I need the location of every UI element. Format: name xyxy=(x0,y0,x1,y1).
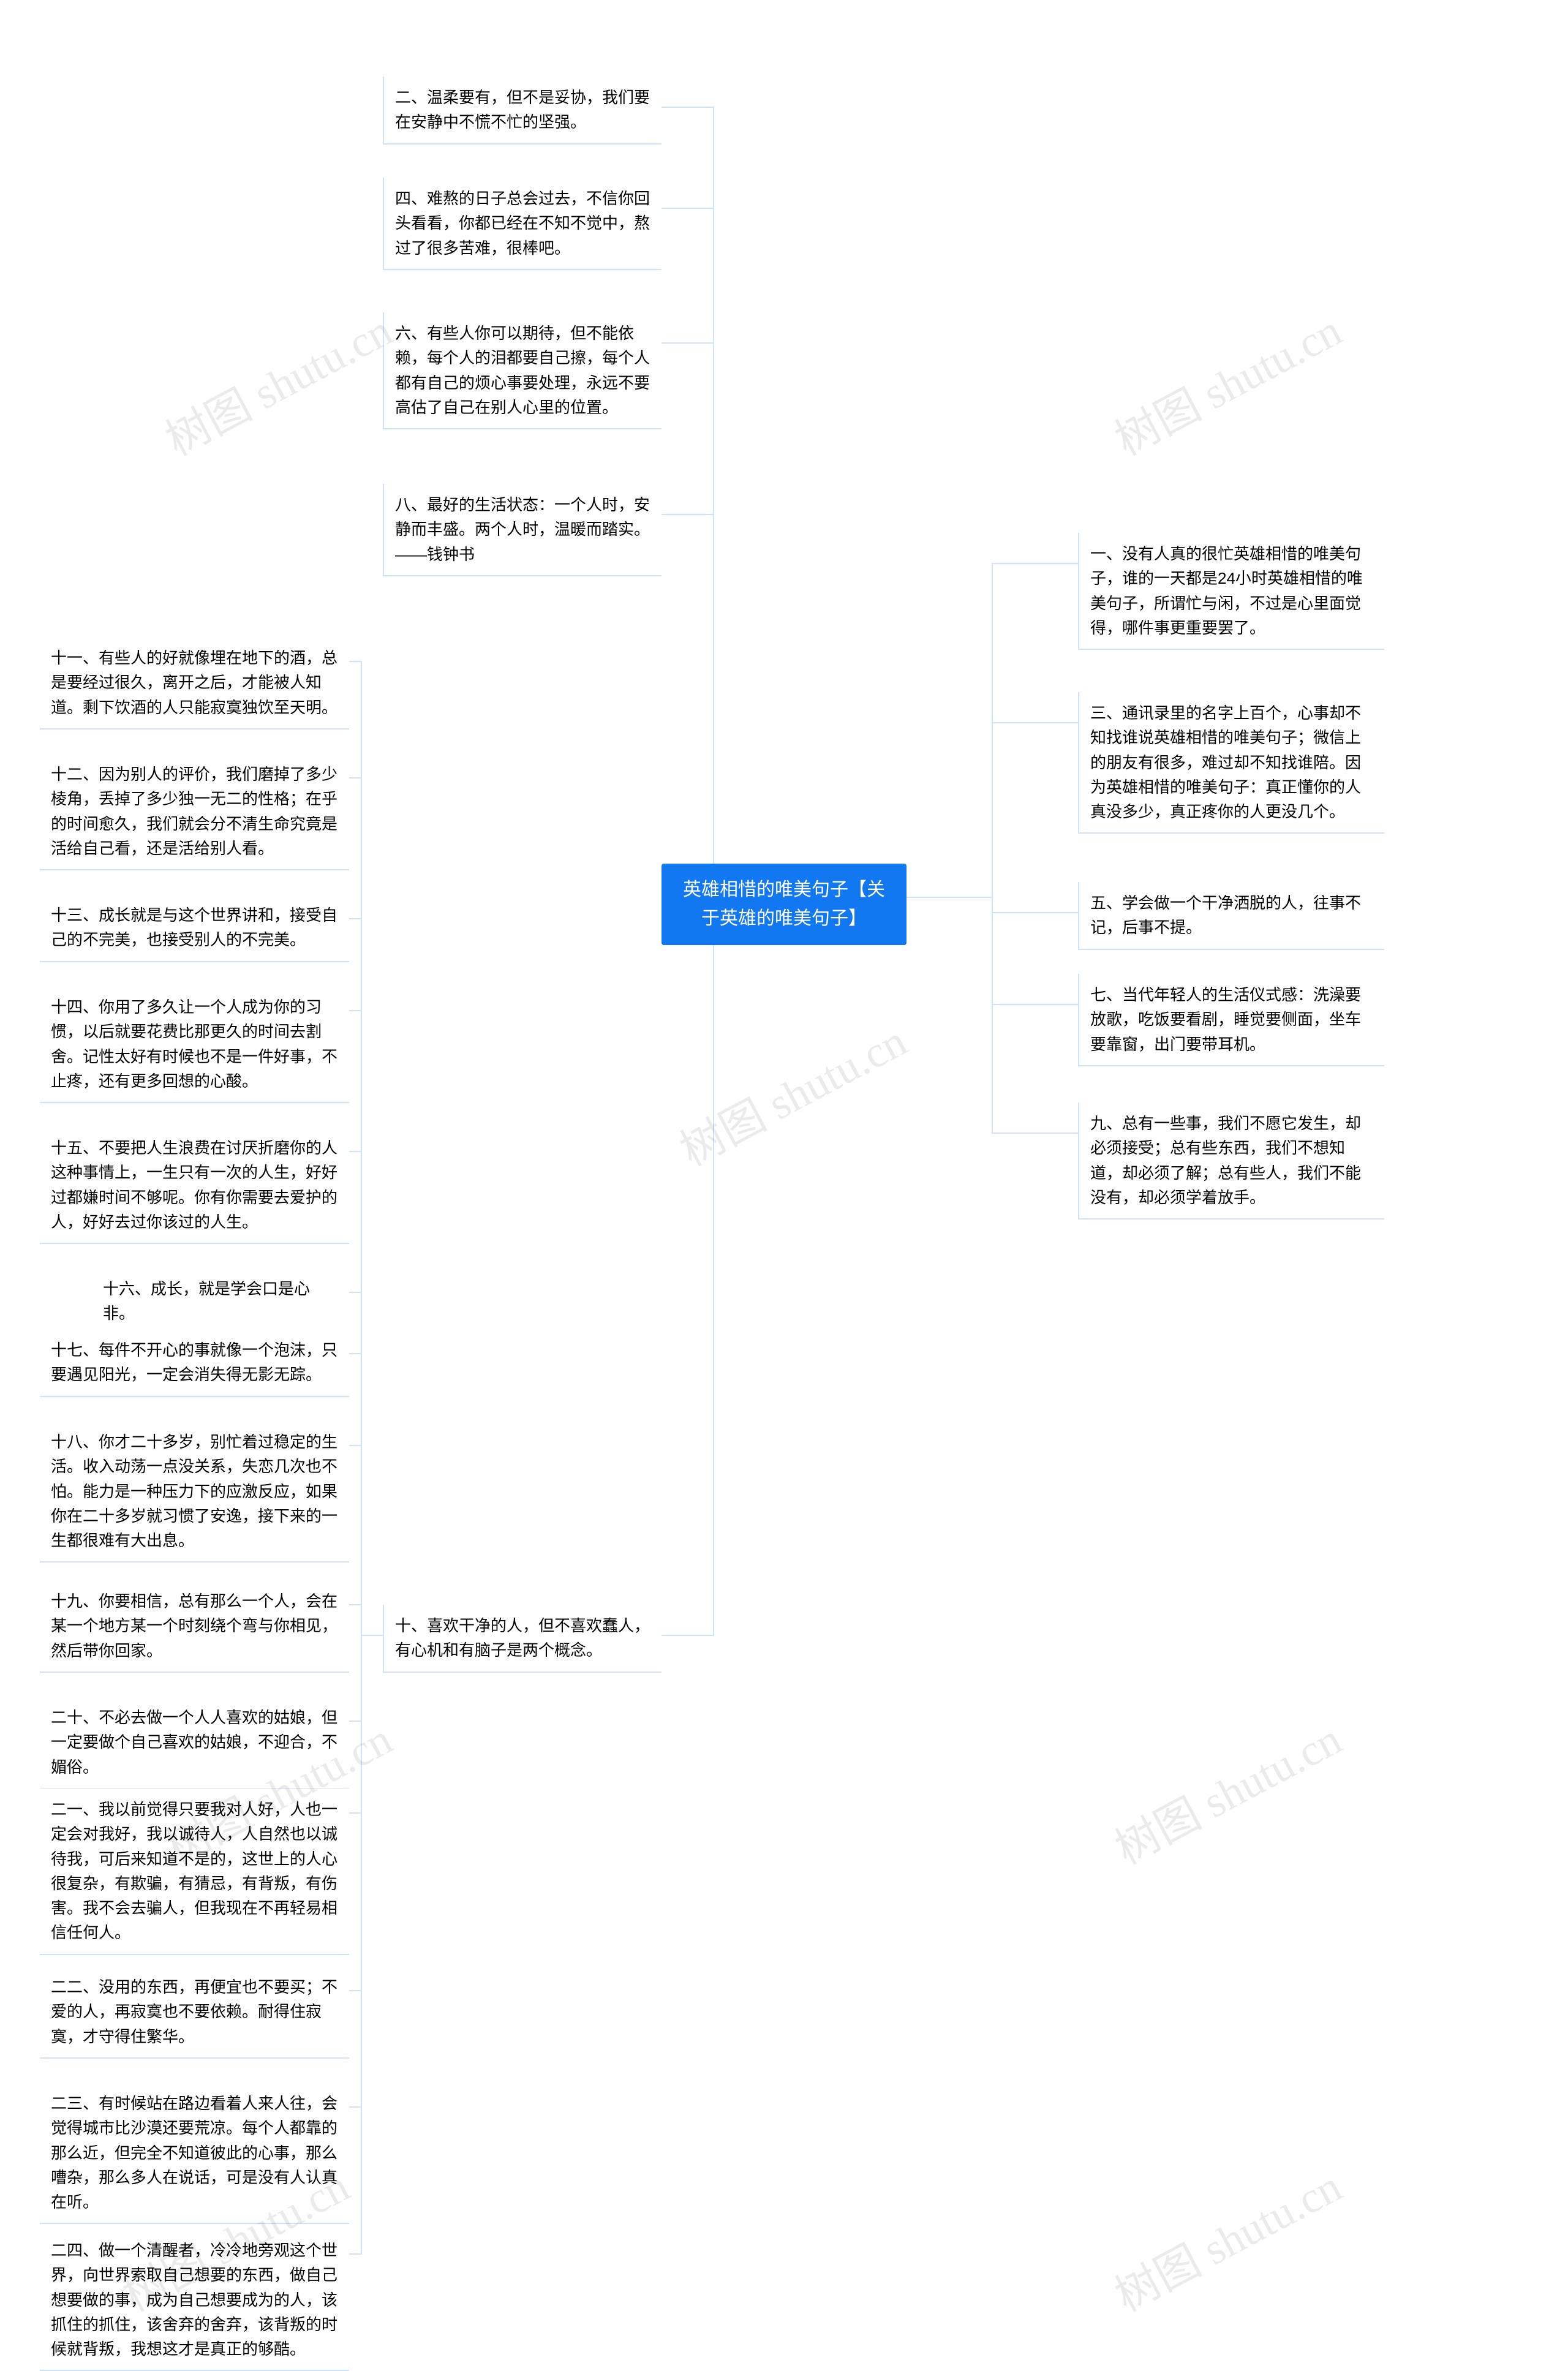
left-node-l21: 二一、我以前觉得只要我对人好，人也一定会对我好，我以诚待人，人自然也以诚待我，可… xyxy=(40,1789,349,1955)
right-node-r9-text: 九、总有一些事，我们不愿它发生，却必须接受；总有些东西，我们不想知道，却必须了解… xyxy=(1090,1114,1361,1207)
left-node-l17: 十七、每件不开心的事就像一个泡沫，只要遇见阳光，一定会消失得无影无踪。 xyxy=(40,1329,349,1397)
left-node-l13: 十三、成长就是与这个世界讲和，接受自己的不完美，也接受别人的不完美。 xyxy=(40,894,349,962)
right-node-r1-text: 一、没有人真的很忙英雄相惜的唯美句子，谁的一天都是24小时英雄相惜的唯美句子，所… xyxy=(1090,545,1363,637)
right-node-r3-text: 三、通讯录里的名字上百个，心事却不知找谁说英雄相惜的唯美句子；微信上的朋友有很多… xyxy=(1090,704,1361,821)
right-node-r3: 三、通讯录里的名字上百个，心事却不知找谁说英雄相惜的唯美句子；微信上的朋友有很多… xyxy=(1078,692,1384,834)
left-node-l20: 二十、不必去做一个人人喜欢的姑娘，但一定要做个自己喜欢的姑娘，不迎合，不媚俗。 xyxy=(40,1697,349,1789)
left-node-l16: 十六、成长，就是学会口是心非。 xyxy=(92,1268,349,1336)
left-node-l13-text: 十三、成长就是与这个世界讲和，接受自己的不完美，也接受别人的不完美。 xyxy=(51,906,337,949)
left-node-l14-text: 十四、你用了多久让一个人成为你的习惯，以后就要花费比那更久的时间去割舍。记性太好… xyxy=(51,998,337,1090)
left-node-l22-text: 二二、没用的东西，再便宜也不要买；不爱的人，再寂寞也不要依赖。耐得住寂寞，才守得… xyxy=(51,1978,337,2046)
right-node-r5: 五、学会做一个干净洒脱的人，往事不记，后事不提。 xyxy=(1078,882,1384,950)
center-node: 英雄相惜的唯美句子【关于英雄的唯美句子】 xyxy=(662,864,907,945)
left-node-l23: 二三、有时候站在路边看着人来人往，会觉得城市比沙漠还要荒凉。每个人都靠的那么近，… xyxy=(40,2083,349,2224)
left-node-l23-text: 二三、有时候站在路边看着人来人往，会觉得城市比沙漠还要荒凉。每个人都靠的那么近，… xyxy=(51,2094,337,2211)
left-node-l21-text: 二一、我以前觉得只要我对人好，人也一定会对我好，我以诚待人，人自然也以诚待我，可… xyxy=(51,1800,337,1942)
left-node-l12: 十二、因为别人的评价，我们磨掉了多少棱角，丢掉了多少独一无二的性格；在乎的时间愈… xyxy=(40,753,349,870)
mid-node-m8-text: 八、最好的生活状态：一个人时，安静而丰盛。两个人时，温暖而踏实。——钱钟书 xyxy=(395,496,650,564)
left-node-l11-text: 十一、有些人的好就像埋在地下的酒，总是要经过很久，离开之后，才能被人知道。剩下饮… xyxy=(51,649,337,717)
left-node-l19-text: 十九、你要相信，总有那么一个人，会在某一个地方某一个时刻绕个弯与你相见，然后带你… xyxy=(51,1592,337,1660)
left-node-l18-text: 十八、你才二十多岁，别忙着过稳定的生活。收入动荡一点没关系，失恋几次也不怕。能力… xyxy=(51,1433,337,1550)
left-node-l18: 十八、你才二十多岁，别忙着过稳定的生活。收入动荡一点没关系，失恋几次也不怕。能力… xyxy=(40,1421,349,1562)
right-node-r7: 七、当代年轻人的生活仪式感：洗澡要放歌，吃饭要看剧，睡觉要侧面，坐车要靠窗，出门… xyxy=(1078,974,1384,1066)
mid-node-m10: 十、喜欢干净的人，但不喜欢蠢人，有心机和有脑子是两个概念。 xyxy=(383,1605,662,1673)
watermark-6: 树图 shutu.cn xyxy=(1102,2150,1351,2323)
mid-node-m4-text: 四、难熬的日子总会过去，不信你回头看看，你都已经在不知不觉中，熬过了很多苦难，很… xyxy=(395,189,650,257)
left-node-l14: 十四、你用了多久让一个人成为你的习惯，以后就要花费比那更久的时间去割舍。记性太好… xyxy=(40,986,349,1103)
mid-node-m2: 二、温柔要有，但不是妥协，我们要在安静中不慌不忙的坚强。 xyxy=(383,77,662,145)
mid-node-m4: 四、难熬的日子总会过去，不信你回头看看，你都已经在不知不觉中，熬过了很多苦难，很… xyxy=(383,178,662,270)
mid-node-m10-text: 十、喜欢干净的人，但不喜欢蠢人，有心机和有脑子是两个概念。 xyxy=(395,1616,650,1659)
left-node-l24: 二四、做一个清醒者，冷冷地旁观这个世界，向世界索取自己想要的东西，做自己想要做的… xyxy=(40,2230,349,2371)
mid-node-m6: 六、有些人你可以期待，但不能依赖，每个人的泪都要自己擦，每个人都有自己的烦心事要… xyxy=(383,312,662,429)
left-node-l16-text: 十六、成长，就是学会口是心非。 xyxy=(103,1280,310,1322)
watermark-1: 树图 shutu.cn xyxy=(1102,295,1351,467)
right-node-r5-text: 五、学会做一个干净洒脱的人，往事不记，后事不提。 xyxy=(1090,894,1361,937)
right-node-r1: 一、没有人真的很忙英雄相惜的唯美句子，谁的一天都是24小时英雄相惜的唯美句子，所… xyxy=(1078,533,1384,650)
watermark-0: 树图 shutu.cn xyxy=(153,295,401,467)
left-node-l17-text: 十七、每件不开心的事就像一个泡沫，只要遇见阳光，一定会消失得无影无踪。 xyxy=(51,1341,337,1384)
left-node-l22: 二二、没用的东西，再便宜也不要买；不爱的人，再寂寞也不要依赖。耐得住寂寞，才守得… xyxy=(40,1966,349,2059)
left-node-l12-text: 十二、因为别人的评价，我们磨掉了多少棱角，丢掉了多少独一无二的性格；在乎的时间愈… xyxy=(51,765,337,858)
center-text: 英雄相惜的唯美句子【关于英雄的唯美句子】 xyxy=(683,880,885,929)
mid-node-m2-text: 二、温柔要有，但不是妥协，我们要在安静中不慌不忙的坚强。 xyxy=(395,88,650,131)
left-node-l15-text: 十五、不要把人生浪费在讨厌折磨你的人这种事情上，一生只有一次的人生，好好过都嫌时… xyxy=(51,1139,337,1231)
watermark-2: 树图 shutu.cn xyxy=(667,1005,916,1178)
mid-node-m8: 八、最好的生活状态：一个人时，安静而丰盛。两个人时，温暖而踏实。——钱钟书 xyxy=(383,484,662,576)
right-node-r9: 九、总有一些事，我们不愿它发生，却必须接受；总有些东西，我们不想知道，却必须了解… xyxy=(1078,1103,1384,1219)
left-node-l20-text: 二十、不必去做一个人人喜欢的姑娘，但一定要做个自己喜欢的姑娘，不迎合，不媚俗。 xyxy=(51,1708,337,1776)
left-node-l19: 十九、你要相信，总有那么一个人，会在某一个地方某一个时刻绕个弯与你相见，然后带你… xyxy=(40,1580,349,1673)
left-node-l11: 十一、有些人的好就像埋在地下的酒，总是要经过很久，离开之后，才能被人知道。剩下饮… xyxy=(40,637,349,729)
watermark-4: 树图 shutu.cn xyxy=(1102,1703,1351,1876)
mid-node-m6-text: 六、有些人你可以期待，但不能依赖，每个人的泪都要自己擦，每个人都有自己的烦心事要… xyxy=(395,324,650,417)
left-node-l24-text: 二四、做一个清醒者，冷冷地旁观这个世界，向世界索取自己想要的东西，做自己想要做的… xyxy=(51,2241,337,2358)
left-node-l15: 十五、不要把人生浪费在讨厌折磨你的人这种事情上，一生只有一次的人生，好好过都嫌时… xyxy=(40,1127,349,1244)
right-node-r7-text: 七、当代年轻人的生活仪式感：洗澡要放歌，吃饭要看剧，睡觉要侧面，坐车要靠窗，出门… xyxy=(1090,986,1361,1054)
